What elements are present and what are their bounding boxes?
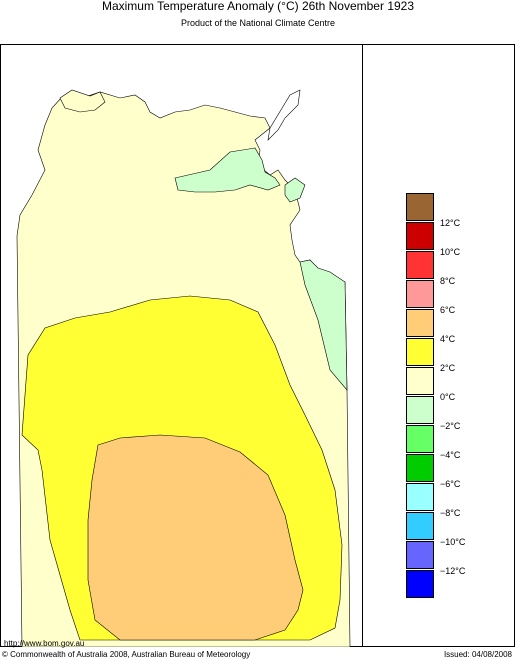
legend-swatch-10 [406,251,434,279]
land-region-minus2-0-island [284,177,306,203]
land-region-minus2-0-north [174,147,281,193]
legend-label-6: 6°C [440,305,456,315]
legend-label-8: 8°C [440,276,456,286]
legend-swatch-minus8 [406,512,434,540]
legend-label-12: 12°C [440,218,461,228]
legend-swatch-minus6 [406,483,434,511]
legend-swatch-12plus [406,193,434,221]
copyright-notice: © Commonwealth of Australia 2008, Austra… [2,650,251,659]
legend-label-minus2: −2°C [440,421,461,431]
legend-swatch-minus12 [406,570,434,598]
legend-swatch-4 [406,338,434,366]
land-region-4-6 [87,434,304,641]
legend-swatch-2 [406,367,434,395]
source-url[interactable]: http://www.bom.gov.au [4,639,85,648]
map-title: Maximum Temperature Anomaly (°C) 26th No… [101,0,415,13]
legend-label-minus12: −12°C [440,566,466,576]
legend-swatch-minus10 [406,541,434,569]
legend-label-10: 10°C [440,247,461,257]
frame-divider [362,44,363,647]
legend-label-minus6: −6°C [440,479,461,489]
legend-label-minus8: −8°C [440,508,461,518]
anomaly-map [16,89,351,647]
legend-swatch-8 [406,280,434,308]
legend-swatch-6 [406,309,434,337]
legend-label-4: 4°C [440,334,456,344]
legend-label-minus10: −10°C [440,537,466,547]
legend-label-minus4: −4°C [440,450,461,460]
legend-label-2: 2°C [440,363,456,373]
legend-swatch-minus2 [406,425,434,453]
issued-date: Issued: 04/08/2008 [443,650,512,659]
legend-swatch-minus4 [406,454,434,482]
northern-island [59,89,106,113]
legend-swatch-12 [406,222,434,250]
legend-swatch-0 [406,396,434,424]
gulf-water [267,89,301,141]
land-region-minus2-0-east [299,259,348,391]
legend-label-0: 0°C [440,392,456,402]
map-subtitle: Product of the National Climate Centre [180,18,336,28]
